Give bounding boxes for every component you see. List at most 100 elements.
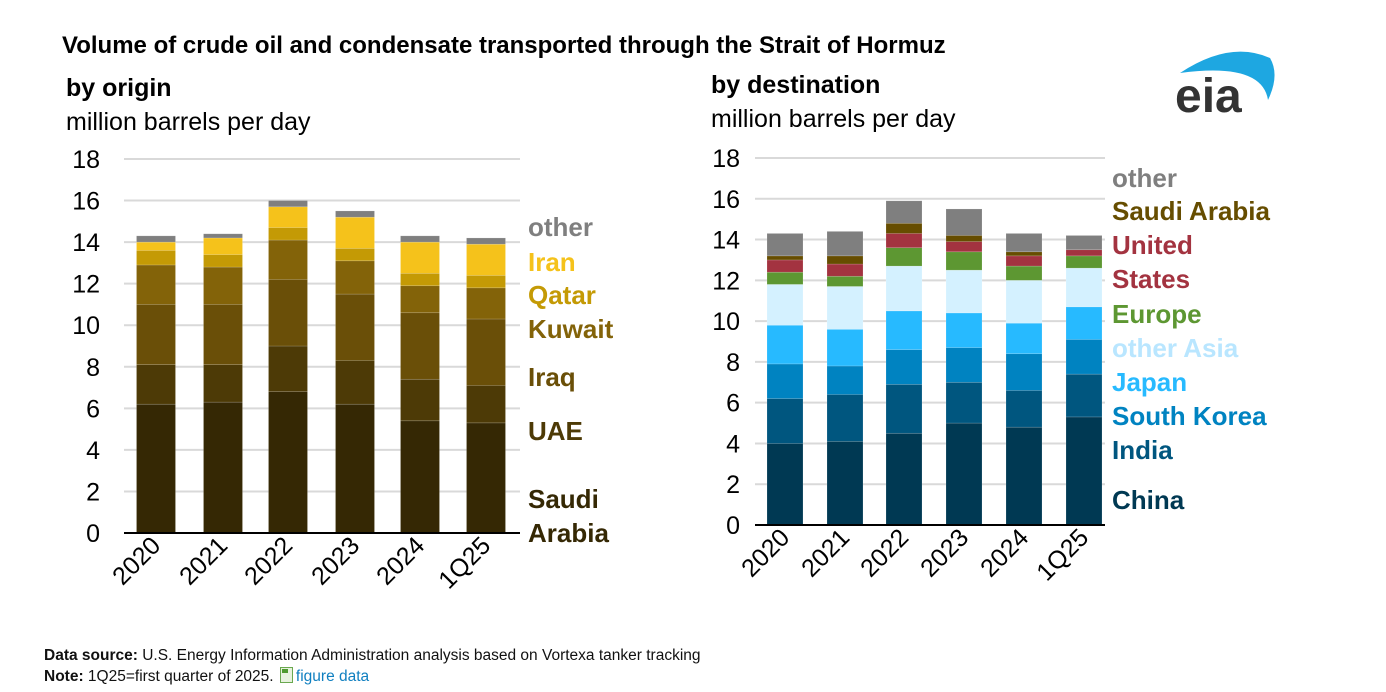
data-source-line: Data source: U.S. Energy Information Adm… [44, 647, 701, 664]
footer: Data source: U.S. Energy Information Adm… [44, 645, 701, 687]
bar-segment-saudi-arabia [268, 391, 308, 534]
bar-segment-uae [268, 345, 308, 393]
bar-segment-china [1005, 426, 1043, 526]
bar-segment-saudi-arabia [335, 403, 375, 534]
legend-label: UAE [528, 416, 583, 446]
bar-segment-south-korea [1065, 339, 1103, 375]
bar-segment-south-korea [826, 365, 864, 395]
bar-segment-iraq [136, 304, 176, 366]
bar-segment-europe [885, 247, 923, 267]
legend-label: Qatar [528, 280, 596, 310]
bar-segment-united-states [1005, 255, 1043, 267]
bar-segment-uae [136, 364, 176, 405]
x-tick-label: 2023 [915, 523, 974, 582]
y-tick-label: 6 [86, 395, 100, 423]
bar-segment-kuwait [268, 239, 308, 280]
bar-segment-saudi-arabia [203, 401, 243, 534]
bar-segment-china [885, 432, 923, 526]
figure-title: Volume of crude oil and condensate trans… [62, 32, 946, 59]
bar-segment-iran [466, 243, 506, 276]
spreadsheet-icon [279, 667, 293, 683]
bar-segment-other [945, 208, 983, 236]
bar-segment-uae [335, 360, 375, 405]
legend-label: other Asia [1112, 333, 1239, 363]
legend-label: Saudi [528, 484, 599, 514]
bar-segment-china [766, 443, 804, 526]
y-axis-label: million barrels per day [66, 108, 311, 136]
bar-segment-united-states [945, 241, 983, 253]
bar-segment-saudi-arabia [466, 422, 506, 534]
figure-data-link[interactable]: figure data [295, 668, 370, 685]
legend-label: other [528, 212, 593, 242]
bar-segment-india [826, 394, 864, 442]
y-tick-label: 2 [86, 478, 100, 506]
destination-chart: by destination million barrels per day 0 2 4… [711, 71, 1271, 586]
bar-segment-india [1065, 373, 1103, 418]
svg-text:eia: eia [1175, 70, 1242, 123]
legend-label: Iran [528, 247, 576, 277]
bar-segment-united-states [766, 259, 804, 273]
bar-segment-japan [826, 328, 864, 367]
bar-segment-iran [268, 206, 308, 228]
x-tick-label: 2020 [107, 531, 166, 590]
y-tick-label: 12 [712, 267, 740, 295]
bar-segment-japan [1065, 306, 1103, 340]
y-tick-label: 12 [72, 271, 100, 299]
x-tick-label: 2022 [855, 523, 914, 582]
bar-segment-europe [766, 271, 804, 285]
y-tick-label: 14 [72, 229, 100, 257]
y-tick-label: 4 [726, 430, 740, 458]
bar-segment-iran [400, 241, 440, 274]
bar-segment-saudi-arabia [766, 255, 804, 261]
bar-segment-other [885, 200, 923, 224]
bar-segment-south-korea [945, 347, 983, 383]
bar-segment-other [136, 235, 176, 243]
bar-segment-europe [945, 251, 983, 271]
x-tick-label: 1Q25 [1031, 523, 1094, 586]
bar-segment-europe [1065, 255, 1103, 269]
bar-segment-other-asia [766, 284, 804, 326]
bar-segment-iran [136, 241, 176, 251]
bar-segment-qatar [335, 248, 375, 262]
bar-segment-india [1005, 390, 1043, 428]
bar-segment-other [268, 200, 308, 208]
x-tick-label: 2020 [736, 523, 795, 582]
bar-segment-qatar [136, 250, 176, 266]
bar-segment-saudi-arabia [826, 255, 864, 265]
legend-label: Arabia [528, 518, 609, 548]
y-tick-label: 6 [726, 390, 740, 418]
y-tick-label: 8 [726, 349, 740, 377]
y-tick-label: 0 [86, 520, 100, 548]
bar-segment-other-asia [1005, 280, 1043, 324]
bar-segment-qatar [466, 275, 506, 289]
y-tick-label: 2 [726, 471, 740, 499]
bar-segment-china [945, 422, 983, 526]
bar-segment-other-asia [945, 269, 983, 314]
bar-segment-kuwait [466, 287, 506, 320]
bar-segment-saudi-arabia [136, 403, 176, 534]
bar-segment-kuwait [136, 264, 176, 305]
bar-segment-south-korea [1005, 353, 1043, 391]
bar-segment-europe [1005, 265, 1043, 281]
y-tick-label: 10 [72, 312, 100, 340]
bar-segment-other-asia [885, 265, 923, 312]
bar-segment-saudi-arabia [885, 222, 923, 234]
bar-segment-iraq [268, 279, 308, 347]
y-tick-label: 10 [712, 308, 740, 336]
bar-segment-kuwait [400, 285, 440, 314]
eia-logo: eia [1175, 51, 1275, 123]
bar-segment-iran [335, 216, 375, 249]
y-tick-label: 14 [712, 227, 740, 255]
y-tick-label: 18 [72, 146, 100, 174]
x-tick-label: 2021 [174, 531, 233, 590]
x-tick-label: 2023 [306, 531, 365, 590]
x-tick-label: 2022 [239, 531, 298, 590]
bar-segment-japan [1005, 322, 1043, 355]
bar-segment-other [203, 233, 243, 239]
y-tick-label: 16 [72, 188, 100, 216]
chart-title: by origin [66, 74, 172, 102]
bar-segment-other-asia [826, 286, 864, 330]
y-tick-label: 0 [726, 512, 740, 540]
bar-segment-qatar [203, 254, 243, 268]
